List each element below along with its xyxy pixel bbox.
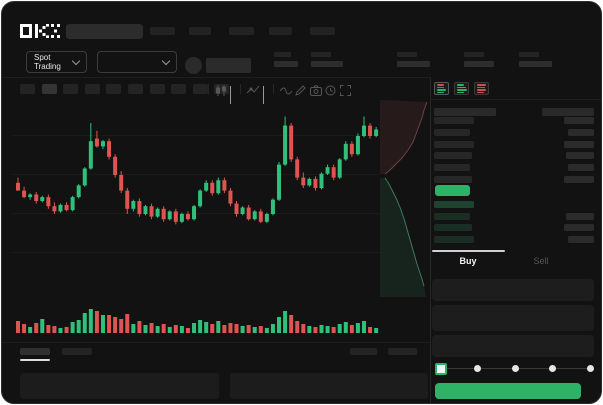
- bottom-action[interactable]: [350, 348, 377, 355]
- book-asks-icon[interactable]: [474, 82, 489, 95]
- nav-item[interactable]: [150, 27, 175, 35]
- amount-slider-handle[interactable]: [435, 363, 447, 375]
- bottom-action[interactable]: [388, 348, 417, 355]
- ask-amount: [566, 152, 594, 159]
- bid-price[interactable]: [434, 201, 474, 208]
- pair-selector-dropdown[interactable]: [97, 51, 177, 73]
- bid-price[interactable]: [434, 224, 472, 231]
- nav-item[interactable]: [229, 27, 254, 35]
- nav-item[interactable]: [189, 27, 211, 35]
- stat-group: [311, 52, 343, 67]
- tab-sell[interactable]: Sell: [505, 256, 577, 266]
- bottom-tab-underline: [20, 359, 50, 361]
- candlestick-chart[interactable]: [12, 100, 380, 342]
- orderbook-header-right: [542, 108, 594, 116]
- camera-icon[interactable]: [310, 83, 322, 101]
- indicators-icon[interactable]: [247, 83, 259, 101]
- search-input[interactable]: [66, 24, 143, 39]
- bottom-panel-box[interactable]: [20, 373, 219, 399]
- clock-icon[interactable]: [325, 83, 336, 101]
- bottom-panel-box[interactable]: [230, 373, 428, 399]
- candle-style-icon[interactable]: [215, 83, 227, 101]
- ask-amount: [564, 117, 594, 124]
- slider-step-dot[interactable]: [587, 365, 594, 372]
- tab-buy[interactable]: Buy: [432, 256, 504, 266]
- timeframe-button[interactable]: [150, 84, 165, 94]
- timeframe-button[interactable]: [128, 84, 143, 94]
- ask-price[interactable]: [434, 152, 472, 159]
- bid-amount: [568, 236, 594, 243]
- price-input[interactable]: [432, 279, 594, 301]
- timeframe-button[interactable]: [193, 84, 208, 94]
- slider-step-dot[interactable]: [549, 365, 556, 372]
- last-price-bar[interactable]: [435, 185, 470, 196]
- ask-price[interactable]: [434, 141, 474, 148]
- ask-price[interactable]: [434, 164, 470, 171]
- stat-group: [274, 52, 298, 67]
- market-type-label: Spot Trading: [34, 53, 73, 71]
- market-type-dropdown[interactable]: Spot Trading: [26, 51, 87, 73]
- timeframe-button[interactable]: [20, 84, 35, 94]
- nav-item[interactable]: [310, 27, 335, 35]
- ask-amount: [564, 176, 594, 183]
- bid-amount: [564, 224, 594, 231]
- wave-line-icon[interactable]: [280, 83, 292, 101]
- slider-step-dot[interactable]: [512, 365, 519, 372]
- coin-icon: [185, 57, 202, 74]
- timeframe-button[interactable]: [63, 84, 78, 94]
- active-tab-indicator: [432, 250, 505, 252]
- okx-logo[interactable]: [20, 24, 60, 43]
- stat-group: [397, 52, 430, 67]
- bottom-tab[interactable]: [62, 348, 92, 355]
- bid-price[interactable]: [434, 236, 474, 243]
- orderbook-header-left: [434, 108, 496, 116]
- slider-step-dot[interactable]: [474, 365, 481, 372]
- timeframe-button[interactable]: [42, 84, 57, 94]
- stat-group: [464, 52, 494, 67]
- draw-pencil-icon[interactable]: [295, 83, 306, 101]
- chevron-down-icon: [162, 56, 170, 64]
- amount-input[interactable]: [432, 305, 594, 331]
- ask-amount: [568, 129, 594, 136]
- ask-price[interactable]: [434, 117, 474, 124]
- app-window: Spot Trading: [1, 1, 602, 404]
- ask-price[interactable]: [434, 129, 470, 136]
- ask-amount: [564, 141, 594, 148]
- fullscreen-expand-icon[interactable]: [340, 83, 351, 101]
- depth-chart[interactable]: [380, 100, 430, 297]
- buy-button[interactable]: [435, 383, 581, 399]
- ask-amount: [568, 164, 594, 171]
- book-bids-icon[interactable]: [454, 82, 469, 95]
- bid-amount: [566, 213, 594, 220]
- timeframe-button[interactable]: [106, 84, 121, 94]
- bottom-tab[interactable]: [20, 348, 50, 355]
- timeframe-button[interactable]: [171, 84, 186, 94]
- chevron-down-icon: [72, 56, 80, 64]
- bid-price[interactable]: [434, 213, 470, 220]
- nav-item[interactable]: [269, 27, 292, 35]
- ask-price[interactable]: [434, 176, 472, 183]
- book-both-icon[interactable]: [434, 82, 449, 95]
- timeframe-button[interactable]: [85, 84, 100, 94]
- stat-group: [519, 52, 552, 67]
- total-input[interactable]: [432, 335, 594, 357]
- pair-name-placeholder: [206, 58, 251, 73]
